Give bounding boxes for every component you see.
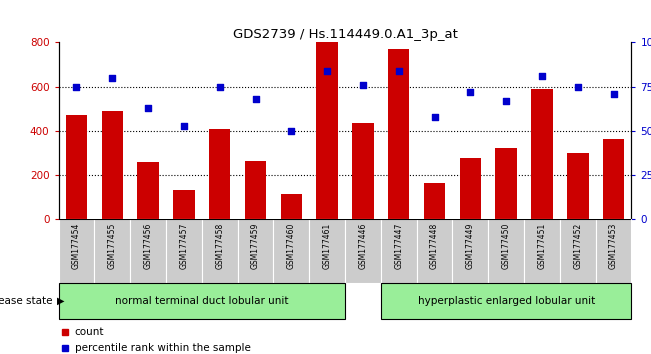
Point <box>465 89 475 95</box>
Bar <box>524 219 560 283</box>
Text: disease state: disease state <box>0 296 55 306</box>
Text: GSM177450: GSM177450 <box>502 223 510 269</box>
Bar <box>59 283 345 319</box>
Bar <box>102 111 123 219</box>
Point <box>322 68 332 74</box>
Bar <box>452 219 488 283</box>
Text: GSM177451: GSM177451 <box>538 223 546 269</box>
Bar <box>352 123 374 219</box>
Text: GSM177452: GSM177452 <box>574 223 582 269</box>
Bar <box>173 190 195 219</box>
Bar <box>560 219 596 283</box>
Point <box>572 84 583 90</box>
Text: GSM177458: GSM177458 <box>215 223 224 269</box>
Text: GSM177454: GSM177454 <box>72 223 81 269</box>
Text: GSM177460: GSM177460 <box>287 223 296 269</box>
Bar <box>137 162 159 219</box>
Text: GSM177455: GSM177455 <box>108 223 117 269</box>
Bar <box>316 42 338 219</box>
Point <box>214 84 225 90</box>
Bar <box>273 219 309 283</box>
Bar <box>603 139 624 219</box>
Bar <box>596 219 631 283</box>
Bar <box>424 183 445 219</box>
Bar <box>531 89 553 219</box>
Bar <box>245 161 266 219</box>
Bar <box>460 158 481 219</box>
Text: GSM177446: GSM177446 <box>359 223 367 269</box>
Bar <box>166 219 202 283</box>
Point <box>358 82 368 88</box>
Text: GSM177457: GSM177457 <box>180 223 188 269</box>
Text: GSM177453: GSM177453 <box>609 223 618 269</box>
Point <box>178 123 189 129</box>
Text: ▶: ▶ <box>57 296 65 306</box>
Bar <box>309 219 345 283</box>
Text: GSM177448: GSM177448 <box>430 223 439 269</box>
Bar <box>388 49 409 219</box>
Point <box>107 75 117 81</box>
Point <box>501 98 512 104</box>
Point <box>430 114 440 120</box>
Point <box>250 96 260 102</box>
Point <box>608 91 618 97</box>
Title: GDS2739 / Hs.114449.0.A1_3p_at: GDS2739 / Hs.114449.0.A1_3p_at <box>232 28 458 41</box>
Bar <box>94 219 130 283</box>
Text: GSM177449: GSM177449 <box>466 223 475 269</box>
Bar <box>59 219 94 283</box>
Bar <box>130 219 166 283</box>
Bar <box>488 219 524 283</box>
Text: count: count <box>75 327 104 337</box>
Point <box>143 105 154 111</box>
Text: normal terminal duct lobular unit: normal terminal duct lobular unit <box>115 296 288 306</box>
Bar <box>417 219 452 283</box>
Text: percentile rank within the sample: percentile rank within the sample <box>75 343 251 353</box>
Point <box>286 128 297 134</box>
Bar <box>345 219 381 283</box>
Bar <box>238 219 273 283</box>
Point <box>393 68 404 74</box>
Bar <box>381 219 417 283</box>
Bar <box>66 115 87 219</box>
Text: hyperplastic enlarged lobular unit: hyperplastic enlarged lobular unit <box>417 296 595 306</box>
Text: GSM177456: GSM177456 <box>144 223 152 269</box>
Point <box>536 73 547 79</box>
Bar <box>495 148 517 219</box>
Bar <box>567 153 589 219</box>
Text: GSM177459: GSM177459 <box>251 223 260 269</box>
Bar <box>381 283 631 319</box>
Bar <box>281 194 302 219</box>
Text: GSM177447: GSM177447 <box>395 223 403 269</box>
Point <box>71 84 82 90</box>
Text: GSM177461: GSM177461 <box>323 223 331 269</box>
Bar <box>202 219 238 283</box>
Bar <box>209 129 230 219</box>
